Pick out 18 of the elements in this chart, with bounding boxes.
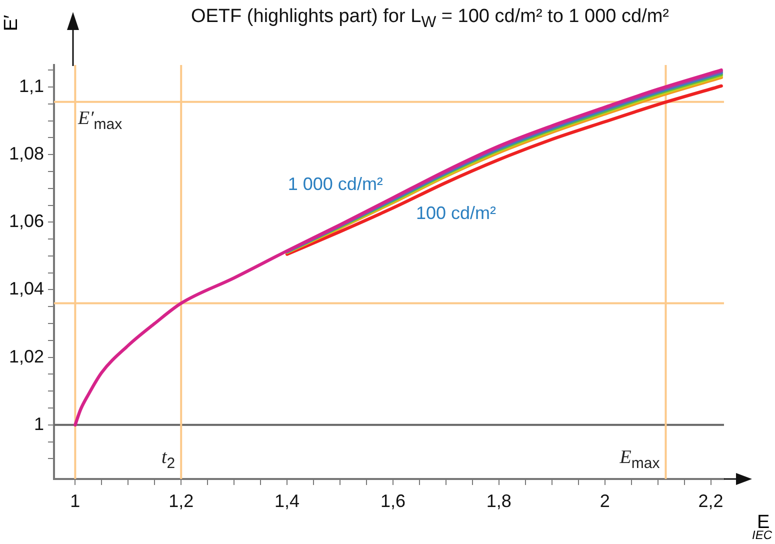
- y-axis-title: E′: [1, 14, 24, 32]
- y-tick-label: 1,08: [8, 144, 44, 164]
- x-tick-label: 2,2: [698, 490, 724, 511]
- text: IEC: [752, 528, 772, 542]
- x-tick-label: 2: [600, 490, 610, 511]
- y-tick-label: 1: [34, 414, 44, 434]
- x-tick-label: 1,6: [380, 490, 406, 511]
- annotation: 100 cd/m²: [416, 203, 496, 224]
- y-tick-label: 1,02: [8, 346, 44, 366]
- x-tick-label: 1,2: [168, 490, 194, 511]
- y-tick-label: 1,04: [8, 278, 44, 299]
- y-tick-label: 1,06: [8, 211, 44, 232]
- x-tick-label: 1,8: [486, 490, 512, 511]
- y-tick-label: 1,1: [18, 76, 44, 96]
- x-tick-label: 1: [70, 490, 80, 511]
- x-tick-label: 1,4: [274, 490, 300, 511]
- annotation: 1 000 cd/m²: [288, 174, 383, 194]
- chart-title: OETF (highlights part) for L$_{W}$ = 100 cd/m² to 1 000 cd/m²: [190, 6, 670, 32]
